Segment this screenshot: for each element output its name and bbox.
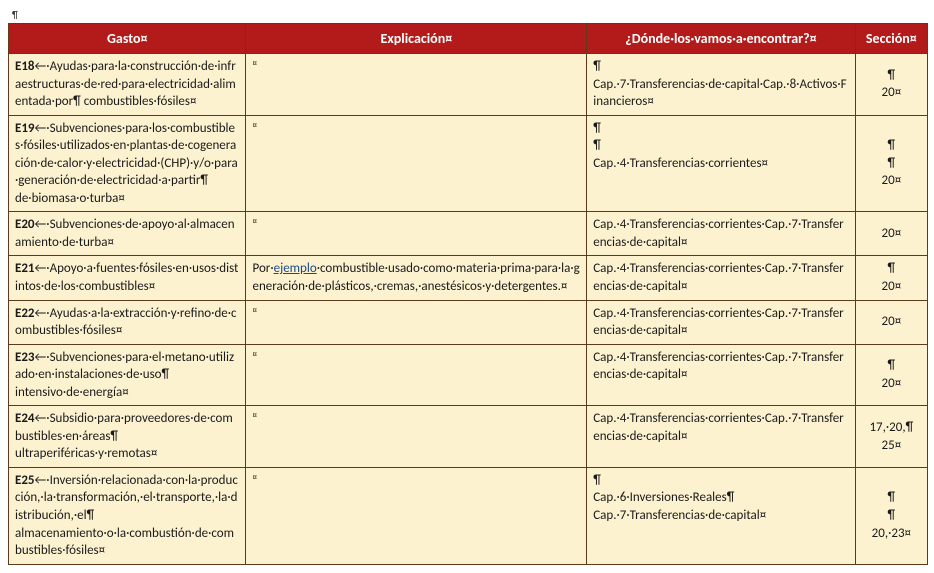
gasto-text: ←·Ayudas·a·la·extracción·y·refino·de·com… (15, 306, 237, 339)
expenses-table: Gasto¤ Explicación¤ ¿Dónde·los·vamos·a·e… (8, 23, 928, 565)
row-code: E24 (15, 411, 35, 426)
table-row: E24←·Subsidio·para·proveedores·de·combus… (9, 406, 928, 468)
table-row: E18←·Ayudas·para·la·construcción·de·infr… (9, 54, 928, 116)
row-code: E25 (15, 473, 35, 488)
row-code: E19 (15, 121, 35, 136)
cell-gasto: E21←·Apoyo·a·fuentes·fósiles·en·usos·dis… (9, 256, 246, 300)
top-pilcrow: ¶ (12, 8, 926, 21)
cell-explic: ¤ (246, 344, 587, 406)
cell-explic: ¤ (246, 300, 587, 344)
explic-pre: Por· (252, 261, 273, 276)
cell-explic: Por·ejemplo·combustible·usado·como·mater… (246, 256, 587, 300)
header-seccion: Sección¤ (855, 24, 927, 54)
header-gasto: Gasto¤ (9, 24, 246, 54)
row-code: E23 (15, 350, 35, 365)
row-code: E21 (15, 261, 35, 276)
cell-seccion: ¶20¤ (855, 54, 927, 116)
gasto-text: ←·Subsidio·para·proveedores·de·combustib… (15, 411, 233, 461)
cell-seccion: ¶¶20¤ (855, 115, 927, 212)
cell-gasto: E23←·Subvenciones·para·el·metano·utiliza… (9, 344, 246, 406)
explic-text: ¤ (252, 58, 256, 69)
table-header-row: Gasto¤ Explicación¤ ¿Dónde·los·vamos·a·e… (9, 24, 928, 54)
gasto-text: ←·Subvenciones·de·apoyo·al·almacenamient… (15, 217, 235, 250)
cell-seccion: 20¤ (855, 212, 927, 256)
table-row: E20←·Subvenciones·de·apoyo·al·almacenami… (9, 212, 928, 256)
cell-gasto: E18←·Ayudas·para·la·construcción·de·infr… (9, 54, 246, 116)
cell-donde: ¶Cap.·7·Transferencias·de·capital·Cap.·8… (587, 54, 855, 116)
cell-donde: Cap.·4·Transferencias·corrientes·Cap.·7·… (587, 212, 855, 256)
cell-seccion: ¶20¤ (855, 344, 927, 406)
cell-seccion: 17,·20,¶ 25¤ (855, 406, 927, 468)
gasto-text: ←·Inversión·relacionada·con·la·producció… (15, 473, 238, 558)
table-row: E22←·Ayudas·a·la·extracción·y·refino·de·… (9, 300, 928, 344)
explic-text: ¤ (252, 120, 256, 131)
cell-explic: ¤ (246, 212, 587, 256)
cell-explic: ¤ (246, 467, 587, 564)
cell-gasto: E25←·Inversión·relacionada·con·la·produc… (9, 467, 246, 564)
explic-text: ¤ (252, 472, 256, 483)
cell-gasto: E20←·Subvenciones·de·apoyo·al·almacenami… (9, 212, 246, 256)
cell-donde: Cap.·4·Transferencias·corrientes·Cap.·7·… (587, 300, 855, 344)
cell-donde: ¶¶Cap.·4·Transferencias·corrientes¤ (587, 115, 855, 212)
gasto-text: ←·Apoyo·a·fuentes·fósiles·en·usos·distin… (15, 261, 238, 294)
cell-donde: Cap.·4·Transferencias·corrientes·Cap.·7·… (587, 344, 855, 406)
cell-gasto: E19←·Subvenciones·para·los·combustibles·… (9, 115, 246, 212)
explic-text: ¤ (252, 410, 256, 421)
cell-seccion: ¶¶20,·23¤ (855, 467, 927, 564)
cell-explic: ¤ (246, 115, 587, 212)
cell-seccion: 20¤ (855, 300, 927, 344)
cell-explic: ¤ (246, 406, 587, 468)
gasto-text: ←·Subvenciones·para·los·combustibles·fós… (15, 121, 238, 206)
row-code: E22 (15, 306, 35, 321)
cell-gasto: E24←·Subsidio·para·proveedores·de·combus… (9, 406, 246, 468)
explic-text: ¤ (252, 216, 256, 227)
cell-explic: ¤ (246, 54, 587, 116)
explic-link: ejemplo (274, 261, 317, 276)
cell-seccion: ¶20¤ (855, 256, 927, 300)
table-row: E23←·Subvenciones·para·el·metano·utiliza… (9, 344, 928, 406)
cell-donde: ¶Cap.·6·Inversiones·Reales¶Cap.·7·Transf… (587, 467, 855, 564)
header-explic: Explicación¤ (246, 24, 587, 54)
gasto-text: ←·Ayudas·para·la·construcción·de·infraes… (15, 59, 236, 109)
table-row: E25←·Inversión·relacionada·con·la·produc… (9, 467, 928, 564)
gasto-text: ←·Subvenciones·para·el·metano·utilizado·… (15, 350, 234, 400)
cell-donde: Cap.·4·Transferencias·corrientes·Cap.·7·… (587, 406, 855, 468)
row-code: E20 (15, 217, 35, 232)
header-donde: ¿Dónde·los·vamos·a·encontrar?¤ (587, 24, 855, 54)
table-row: E21←·Apoyo·a·fuentes·fósiles·en·usos·dis… (9, 256, 928, 300)
explic-text: ¤ (252, 305, 256, 316)
cell-donde: Cap.·4·Transferencias·corrientes·Cap.·7·… (587, 256, 855, 300)
row-code: E18 (15, 59, 35, 74)
explic-text: ¤ (252, 349, 256, 360)
table-row: E19←·Subvenciones·para·los·combustibles·… (9, 115, 928, 212)
cell-gasto: E22←·Ayudas·a·la·extracción·y·refino·de·… (9, 300, 246, 344)
